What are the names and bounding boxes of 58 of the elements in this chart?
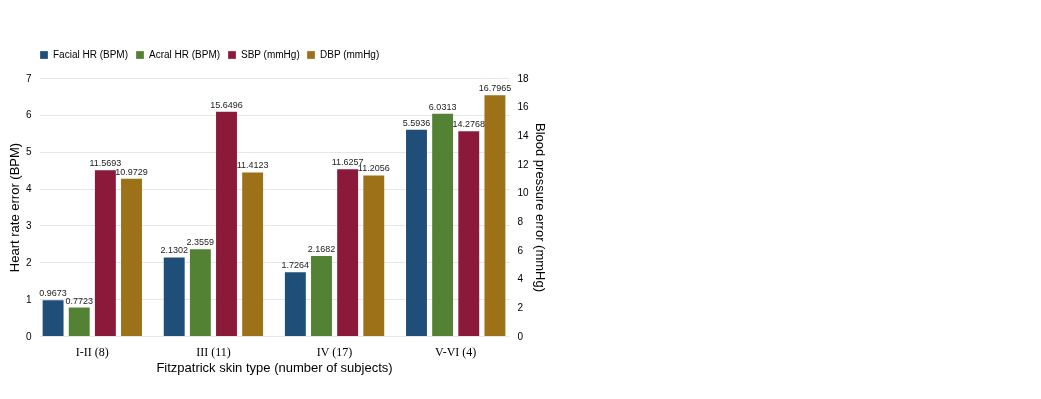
data-label: 1.7264	[281, 260, 310, 271]
data-label: 16.7965	[478, 83, 512, 94]
y-tick-label: 7	[25, 72, 32, 84]
y2-tick-label: 18	[517, 72, 530, 84]
data-label: 11.5693	[89, 158, 122, 169]
legend-label: Facial HR (BPM)	[53, 49, 129, 60]
data-label: 2.1302	[160, 245, 188, 256]
x-tick-label: V-VI (4)	[435, 344, 477, 359]
y2-tick-label: 2	[517, 301, 524, 313]
data-label: 6.0313	[428, 101, 457, 112]
y2-axis-title: Blood pressure error (mmHg)	[532, 122, 548, 293]
bar	[458, 131, 480, 336]
y-tick-label: 6	[25, 109, 32, 121]
bar	[216, 111, 237, 336]
y2-tick-label: 0	[517, 330, 524, 342]
data-label: 10.9729	[115, 166, 148, 177]
legend-label: DBP (mmHg)	[320, 49, 380, 60]
data-label: 0.9673	[39, 288, 67, 299]
x-axis-title: Fitzpatrick skin type (number of subjects)	[156, 359, 393, 375]
x-tick-label: III (11)	[196, 344, 231, 359]
bar	[163, 257, 185, 336]
x-tick-label: I-II (8)	[75, 344, 109, 359]
y-tick-label: 2	[25, 256, 32, 268]
y2-tick-label: 4	[517, 273, 524, 285]
data-label: 2.3559	[186, 237, 215, 248]
bar	[363, 175, 385, 336]
y-tick-label: 5	[25, 146, 32, 158]
bar	[432, 113, 454, 336]
bar	[284, 272, 306, 336]
legend-label: SBP (mmHg)	[241, 49, 300, 60]
bar	[484, 95, 506, 336]
bar	[337, 169, 359, 336]
y-tick-label: 1	[25, 293, 32, 305]
data-label: 0.7723	[65, 295, 93, 306]
y-tick-label: 4	[25, 183, 32, 195]
y2-tick-label: 6	[517, 244, 524, 256]
data-label: 5.5936	[402, 117, 431, 128]
bar	[189, 249, 211, 336]
y2-tick-label: 8	[517, 215, 524, 227]
y-tick-label: 0	[25, 330, 32, 342]
y2-tick-label: 12	[517, 158, 530, 170]
y2-tick-label: 16	[517, 101, 530, 113]
y-tick-label: 3	[25, 219, 32, 231]
bar	[121, 178, 142, 336]
bar	[42, 300, 64, 336]
bar	[311, 256, 332, 336]
legend-label: Acral HR (BPM)	[149, 49, 221, 60]
bar	[242, 172, 264, 336]
y2-tick-label: 14	[517, 129, 530, 141]
bar	[94, 170, 116, 336]
bar	[68, 307, 90, 336]
bar	[406, 129, 427, 336]
data-label: 2.1682	[307, 244, 336, 255]
x-tick-label: IV (17)	[316, 344, 353, 359]
y2-tick-label: 10	[517, 187, 530, 199]
data-label: 15.6496	[210, 99, 243, 110]
data-label: 11.4123	[236, 160, 269, 171]
y-axis-title: Heart rate error (BPM)	[6, 142, 22, 273]
